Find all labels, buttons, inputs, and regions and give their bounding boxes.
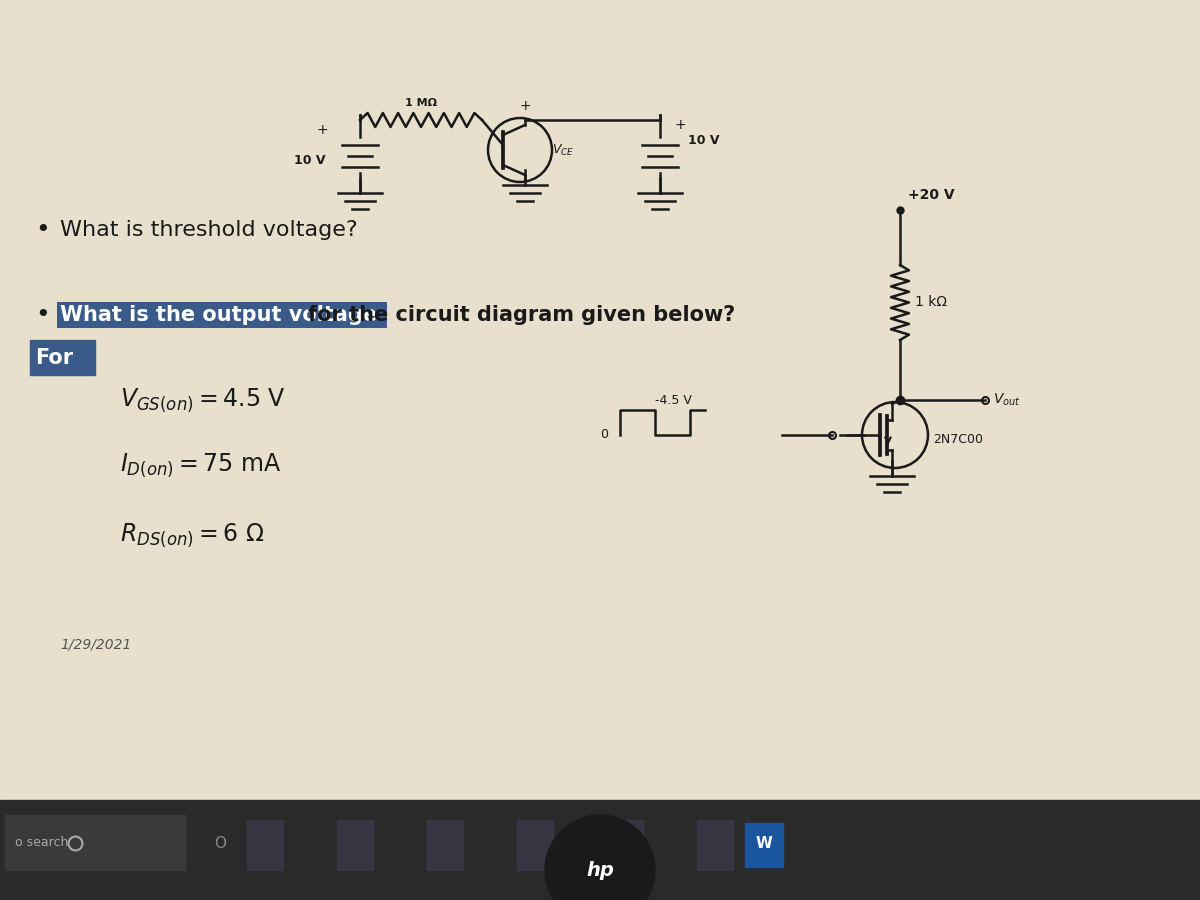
Text: $V_{CE}$: $V_{CE}$ <box>552 142 574 157</box>
Circle shape <box>545 815 655 900</box>
Text: O: O <box>214 835 226 850</box>
Text: What is threshold voltage?: What is threshold voltage? <box>60 220 358 240</box>
Text: 2N7C00: 2N7C00 <box>934 434 983 446</box>
Bar <box>0 800 1200 900</box>
Text: -4.5 V: -4.5 V <box>655 393 692 407</box>
Text: +: + <box>674 118 686 132</box>
Text: +: + <box>316 123 328 137</box>
Text: 10 V: 10 V <box>294 154 325 166</box>
Bar <box>745 823 784 867</box>
Bar <box>517 820 553 870</box>
Text: +20 V: +20 V <box>908 188 955 202</box>
Text: 0: 0 <box>600 428 608 442</box>
Text: +: + <box>520 99 530 113</box>
Text: o search: o search <box>14 836 68 850</box>
Text: W: W <box>756 835 773 850</box>
Bar <box>427 820 463 870</box>
Text: •: • <box>35 303 49 327</box>
Text: •: • <box>35 218 49 242</box>
Bar <box>337 820 373 870</box>
Bar <box>5 815 185 870</box>
Text: 10 V: 10 V <box>688 133 720 147</box>
Bar <box>247 820 283 870</box>
Text: What is the output voltage: What is the output voltage <box>60 305 384 325</box>
Text: for the circuit diagram given below?: for the circuit diagram given below? <box>308 305 736 325</box>
Bar <box>30 340 95 375</box>
Text: 1/29/2021: 1/29/2021 <box>60 638 131 652</box>
Text: hp: hp <box>586 860 614 879</box>
Bar <box>607 820 643 870</box>
Text: $I_{D(on)} = 75\ \mathrm{mA}$: $I_{D(on)} = 75\ \mathrm{mA}$ <box>120 451 282 479</box>
Text: 1 MΩ: 1 MΩ <box>406 98 437 108</box>
Text: $R_{DS(on)} = 6\ \Omega$: $R_{DS(on)} = 6\ \Omega$ <box>120 521 265 549</box>
Text: 1 kΩ: 1 kΩ <box>916 295 947 310</box>
Text: For: For <box>35 348 73 368</box>
Text: $V_{GS(on)} = 4.5\ \mathrm{V}$: $V_{GS(on)} = 4.5\ \mathrm{V}$ <box>120 386 286 414</box>
Bar <box>697 820 733 870</box>
Text: $V_{out}$: $V_{out}$ <box>994 392 1021 409</box>
